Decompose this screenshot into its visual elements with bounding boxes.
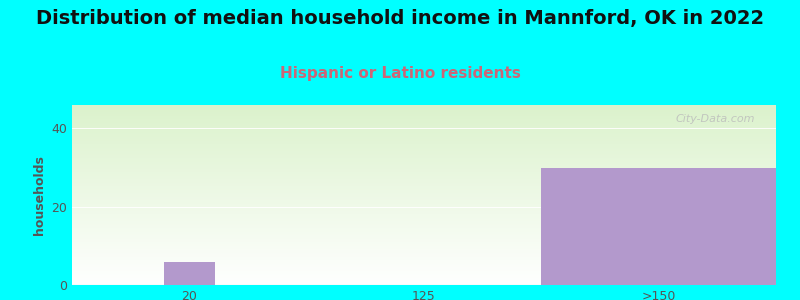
Y-axis label: households: households <box>33 155 46 235</box>
Bar <box>542 168 776 285</box>
Text: Hispanic or Latino residents: Hispanic or Latino residents <box>279 66 521 81</box>
Text: Distribution of median household income in Mannford, OK in 2022: Distribution of median household income … <box>36 9 764 28</box>
Text: City-Data.com: City-Data.com <box>675 114 755 124</box>
Bar <box>163 262 215 285</box>
